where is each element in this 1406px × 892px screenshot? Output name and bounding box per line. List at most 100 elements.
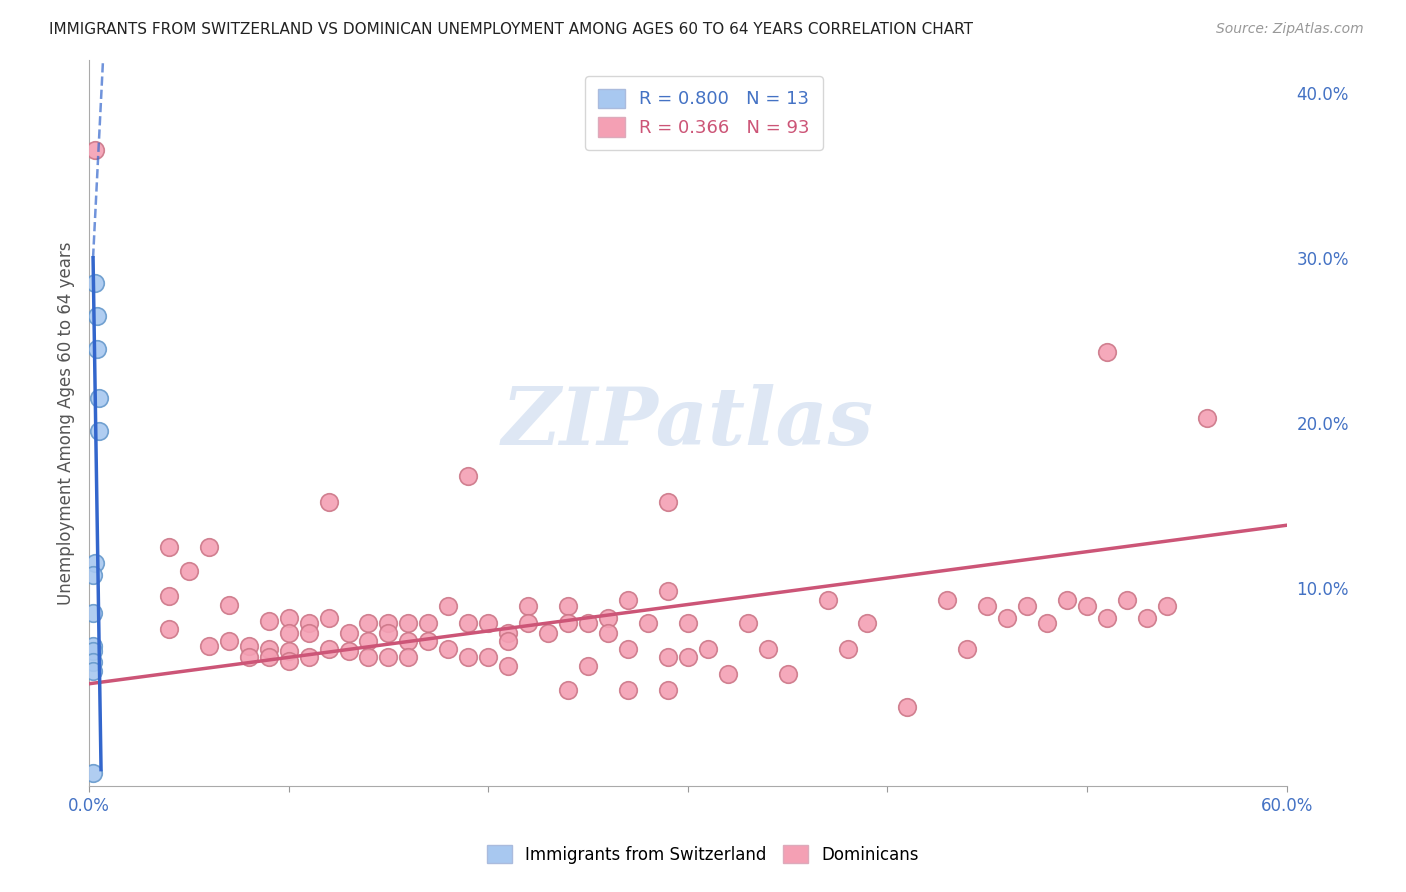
Point: [82, 644, 104, 658]
Point: [537, 625, 560, 640]
Point: [457, 615, 479, 630]
Point: [617, 592, 640, 607]
Point: [337, 625, 360, 640]
Point: [257, 614, 280, 628]
Point: [157, 589, 180, 603]
Point: [377, 625, 399, 640]
Point: [517, 599, 540, 614]
Point: [657, 495, 679, 509]
Point: [177, 565, 200, 579]
Point: [817, 592, 839, 607]
Point: [717, 666, 740, 681]
Point: [856, 615, 879, 630]
Point: [297, 650, 319, 665]
Point: [357, 615, 380, 630]
Point: [86, 342, 108, 356]
Point: [82, 655, 104, 669]
Point: [86, 309, 108, 323]
Point: [617, 683, 640, 698]
Point: [1076, 599, 1098, 614]
Point: [437, 599, 460, 614]
Point: [84, 144, 107, 158]
Point: [82, 606, 104, 620]
Point: [84, 276, 107, 290]
Point: [87, 391, 110, 405]
Point: [377, 615, 399, 630]
Point: [557, 615, 579, 630]
Point: [756, 642, 779, 657]
Point: [637, 615, 659, 630]
Point: [198, 540, 221, 554]
Point: [496, 633, 519, 648]
Point: [576, 615, 599, 630]
Point: [318, 611, 340, 625]
Point: [496, 625, 519, 640]
Point: [357, 650, 380, 665]
Point: [737, 615, 759, 630]
Point: [1036, 615, 1059, 630]
Point: [277, 611, 299, 625]
Point: [218, 598, 240, 612]
Point: [676, 615, 699, 630]
Point: [1195, 411, 1218, 425]
Point: [557, 599, 579, 614]
Point: [896, 699, 918, 714]
Point: [557, 683, 579, 698]
Point: [1017, 599, 1039, 614]
Point: [1056, 592, 1078, 607]
Point: [477, 615, 499, 630]
Point: [596, 625, 619, 640]
Point: [318, 642, 340, 657]
Point: [657, 683, 679, 698]
Point: [936, 592, 959, 607]
Point: [617, 642, 640, 657]
Point: [576, 658, 599, 673]
Point: [477, 650, 499, 665]
Point: [297, 625, 319, 640]
Point: [218, 633, 240, 648]
Point: [238, 650, 260, 665]
Point: [995, 611, 1018, 625]
Point: [257, 642, 280, 657]
Point: [87, 424, 110, 438]
Point: [657, 584, 679, 599]
Text: IMMIGRANTS FROM SWITZERLAND VS DOMINICAN UNEMPLOYMENT AMONG AGES 60 TO 64 YEARS : IMMIGRANTS FROM SWITZERLAND VS DOMINICAN…: [49, 22, 973, 37]
Point: [277, 654, 299, 668]
Point: [337, 644, 360, 658]
Point: [437, 642, 460, 657]
Point: [82, 639, 104, 653]
Point: [976, 599, 998, 614]
Point: [157, 622, 180, 636]
Point: [457, 468, 479, 483]
Y-axis label: Unemployment Among Ages 60 to 64 years: Unemployment Among Ages 60 to 64 years: [58, 241, 75, 605]
Point: [596, 611, 619, 625]
Point: [157, 540, 180, 554]
Point: [837, 642, 859, 657]
Point: [238, 639, 260, 653]
Point: [396, 615, 419, 630]
Point: [82, 766, 104, 780]
Point: [496, 658, 519, 673]
Point: [1095, 611, 1118, 625]
Point: [318, 495, 340, 509]
Point: [82, 567, 104, 582]
Text: Source: ZipAtlas.com: Source: ZipAtlas.com: [1216, 22, 1364, 37]
Point: [396, 633, 419, 648]
Point: [277, 644, 299, 658]
Point: [82, 664, 104, 678]
Point: [517, 615, 540, 630]
Point: [396, 650, 419, 665]
Point: [1136, 611, 1159, 625]
Point: [1156, 599, 1178, 614]
Text: ZIPatlas: ZIPatlas: [502, 384, 875, 462]
Legend: R = 0.800   N = 13, R = 0.366   N = 93: R = 0.800 N = 13, R = 0.366 N = 93: [585, 76, 823, 150]
Point: [676, 650, 699, 665]
Point: [457, 650, 479, 665]
Point: [297, 615, 319, 630]
Point: [418, 633, 440, 648]
Point: [657, 650, 679, 665]
Point: [956, 642, 979, 657]
Point: [257, 650, 280, 665]
Point: [776, 666, 799, 681]
Point: [277, 625, 299, 640]
